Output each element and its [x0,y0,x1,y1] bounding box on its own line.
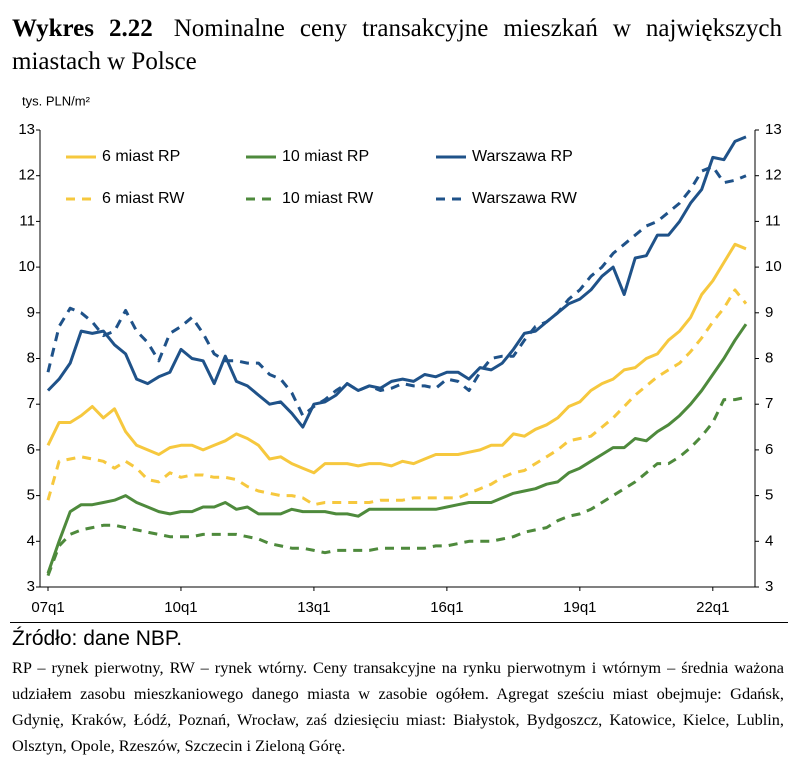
x-tick-label: 07q1 [31,599,64,616]
title-block: Wykres 2.22 Nominalne ceny transakcyjne … [12,12,782,78]
x-tick-label: 22q1 [696,599,729,616]
x-tick-label: 19q1 [563,599,596,616]
y-axis-label: tys. PLN/m² [22,93,91,108]
y2-tick-label: 4 [765,532,773,549]
y-tick-label: 12 [18,167,35,184]
y-tick-label: 7 [27,395,35,412]
series-line [46,288,748,507]
y-tick-label: 6 [27,441,35,458]
legend-label: 10 miast RP [282,148,369,165]
y-tick-label: 10 [18,258,35,275]
series-line [46,323,748,574]
legend-label: 10 miast RW [282,190,374,207]
y2-tick-label: 12 [765,167,782,184]
y2-tick-label: 8 [765,349,773,366]
y-tick-label: 11 [19,212,35,229]
y2-tick-label: 13 [765,121,782,138]
y-tick-label: 13 [18,121,35,138]
y-tick-label: 4 [27,532,35,549]
x-tick-label: 10q1 [164,599,197,616]
series-line [46,135,747,429]
legend-label: 6 miast RW [102,190,185,207]
x-tick-label: 13q1 [297,599,330,616]
y2-tick-label: 7 [765,395,773,412]
y2-tick-label: 5 [765,487,773,504]
y2-tick-label: 9 [765,304,773,321]
y2-tick-label: 10 [765,258,782,275]
y2-tick-label: 11 [765,212,781,229]
note: RP – rynek pierwotny, RW – rynek wtórny.… [12,658,784,755]
separator [10,622,788,623]
y-tick-label: 5 [27,487,35,504]
y-tick-label: 9 [27,304,35,321]
legend-label: Warszawa RW [472,190,578,207]
y2-tick-label: 6 [765,441,773,458]
figure-label: Wykres 2.22 [12,15,153,42]
y-tick-label: 3 [27,578,35,595]
y2-tick-label: 3 [765,578,773,595]
series-line [46,242,747,475]
legend-label: Warszawa RP [472,148,573,165]
legend-label: 6 miast RP [102,148,180,165]
series-line [46,165,747,418]
x-tick-label: 16q1 [430,599,463,616]
chart-title: Nominalne ceny transakcyjne mieszkań w n… [12,15,782,75]
y-tick-label: 8 [27,349,35,366]
series-line [46,395,747,577]
chart: tys. PLN/m² 3 4 5 6 7 8 9 10 11 12 13 3 4 5 6 7 8 9 10 11 12… [18,93,782,616]
source: Źródło: dane NBP. [12,627,183,650]
